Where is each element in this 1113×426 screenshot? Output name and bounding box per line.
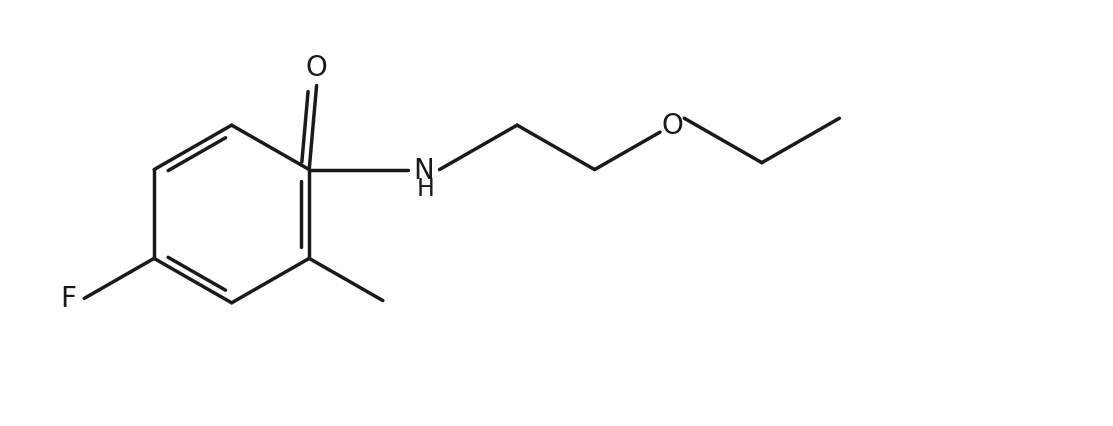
Text: N: N — [413, 156, 434, 184]
Text: O: O — [661, 112, 683, 140]
Text: O: O — [306, 53, 327, 81]
Text: H: H — [416, 177, 434, 201]
Text: F: F — [60, 285, 77, 313]
